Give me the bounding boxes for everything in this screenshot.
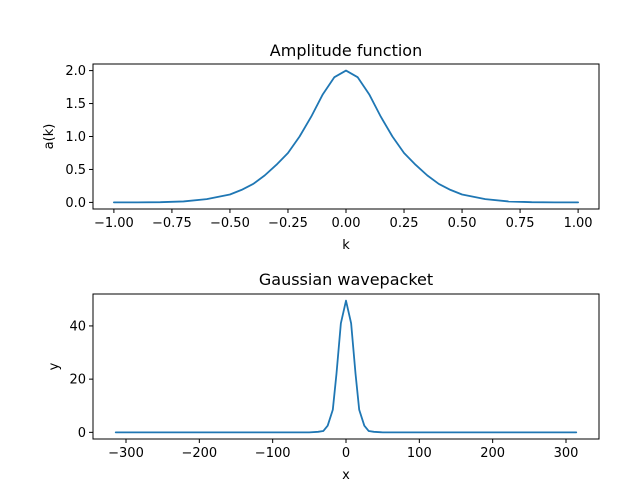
wavepacket-x-tick-label: 0 — [342, 446, 350, 461]
wavepacket-x-axis-label: x — [342, 468, 350, 480]
wavepacket-y-tick-label: 20 — [69, 373, 86, 388]
wavepacket-x-tick-label: 100 — [407, 446, 432, 461]
amplitude-x-tick-label: −0.25 — [268, 216, 308, 231]
wavepacket-x-tick-label: −200 — [181, 446, 217, 461]
wavepacket-y-tick-label: 0 — [78, 426, 86, 441]
amplitude-function-title: Amplitude function — [270, 41, 422, 60]
amplitude-y-ticks: 0.0 0.5 1.0 1.5 2.0 — [65, 64, 93, 211]
amplitude-x-ticks: −1.00 −0.75 −0.50 −0.25 0.00 0.25 0.50 0.75 1.00 — [94, 209, 593, 231]
amplitude-axes-frame — [92, 63, 600, 210]
amplitude-x-tick-label: 0.50 — [448, 216, 477, 231]
amplitude-x-tick-label: 1.00 — [564, 216, 593, 231]
wavepacket-y-axis-label: y — [47, 362, 62, 370]
amplitude-y-tick-label: 2.0 — [65, 64, 86, 79]
amplitude-y-tick-label: 1.0 — [65, 130, 86, 145]
gaussian-wavepacket-title: Gaussian wavepacket — [259, 270, 433, 289]
amplitude-x-tick-label: 0.25 — [390, 216, 419, 231]
wavepacket-x-tick-label: −100 — [255, 446, 291, 461]
amplitude-y-axis-label: a(k) — [42, 124, 57, 150]
wavepacket-y-tick-label: 40 — [69, 319, 86, 334]
amplitude-y-tick-label: 0.5 — [65, 163, 86, 178]
amplitude-x-tick-label: 0.75 — [506, 216, 535, 231]
amplitude-x-tick-label: −0.50 — [210, 216, 250, 231]
amplitude-x-tick-label: 0.00 — [332, 216, 361, 231]
wavepacket-x-tick-label: −300 — [108, 446, 144, 461]
wavepacket-x-ticks: −300 −200 −100 0 100 200 300 — [108, 439, 578, 461]
wavepacket-x-tick-label: 200 — [480, 446, 505, 461]
amplitude-y-tick-label: 0.0 — [65, 196, 86, 211]
amplitude-function-axes: Amplitude function −1.00 −0.75 −0.50 −0.25 0… — [42, 41, 600, 253]
wavepacket-y-ticks: 0 20 40 — [69, 319, 93, 441]
wavepacket-x-tick-label: 300 — [554, 446, 579, 461]
amplitude-curve — [112, 69, 580, 204]
wavepacket-axes-frame — [92, 293, 600, 440]
amplitude-x-tick-label: −1.00 — [94, 216, 134, 231]
amplitude-y-tick-label: 1.5 — [65, 97, 86, 112]
wavepacket-curve — [114, 299, 578, 434]
gaussian-wavepacket-axes: Gaussian wavepacket −300 −200 −100 0 100 200 3… — [47, 270, 600, 480]
amplitude-x-tick-label: −0.75 — [152, 216, 192, 231]
amplitude-x-axis-label: k — [342, 238, 350, 253]
